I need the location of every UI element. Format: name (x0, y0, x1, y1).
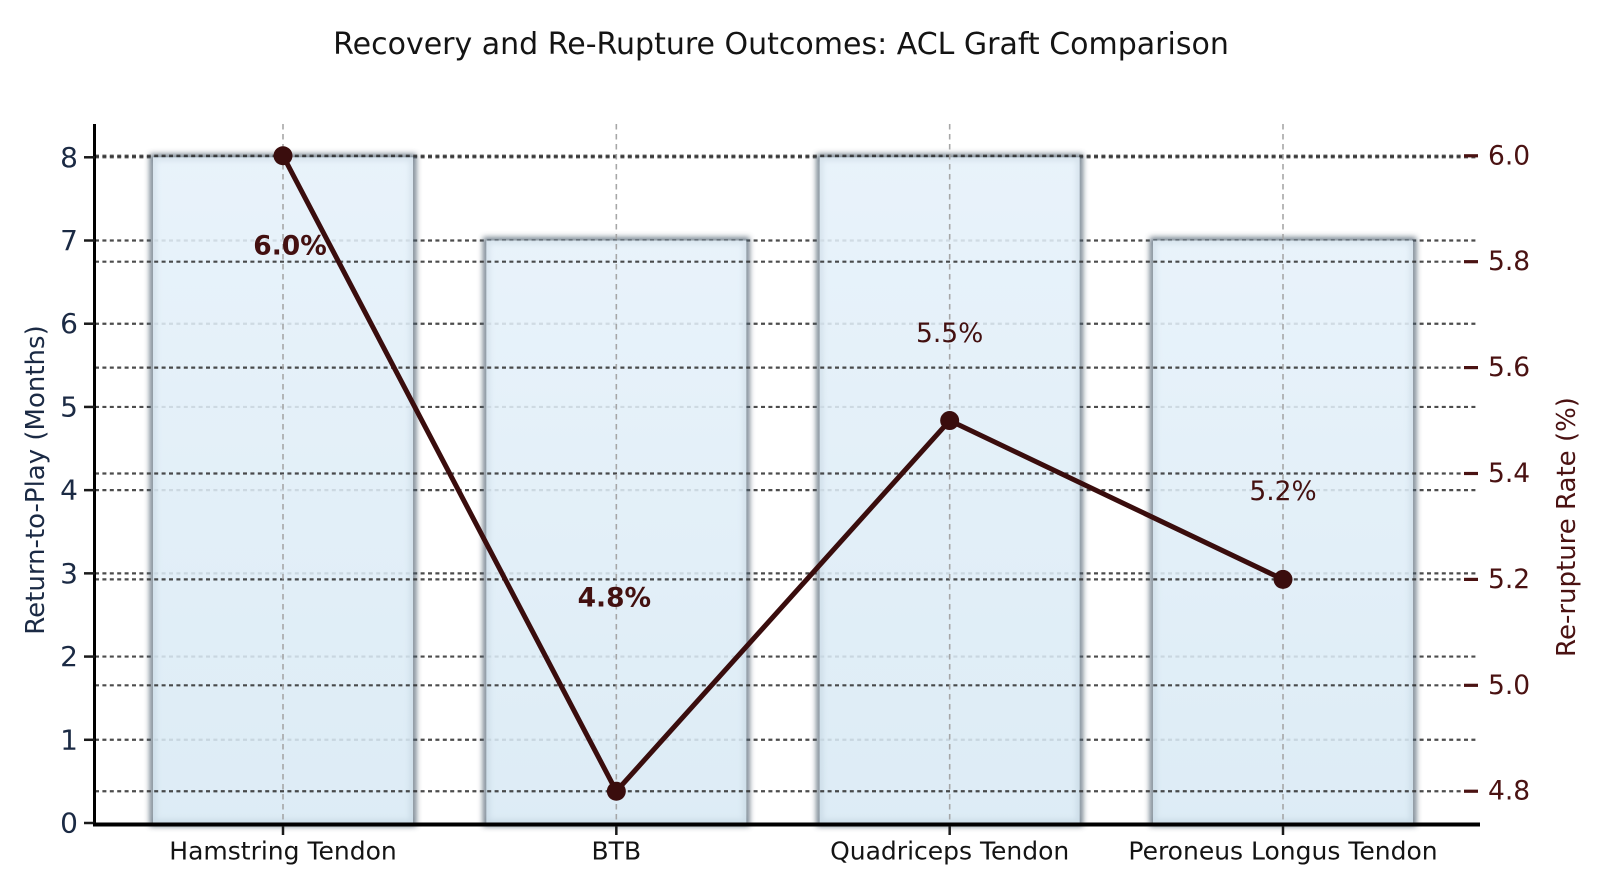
left-axis-title: Return-to-Play (Months) (21, 325, 51, 634)
left-tick-label: 0 (60, 807, 78, 840)
x-tick-label: Peroneus Longus Tendon (1128, 836, 1437, 865)
left-tick-label: 1 (60, 723, 78, 756)
line-point (273, 146, 293, 166)
x-tick-label: BTB (592, 836, 642, 865)
left-tick-label: 4 (60, 474, 78, 507)
left-tick-label: 3 (60, 557, 78, 590)
left-tick-label: 5 (60, 390, 78, 423)
left-tick-label: 2 (60, 640, 78, 673)
right-axis: 4.8 5.0 5.2 5.4 5.6 5.8 6.0 (1464, 140, 1530, 807)
line-path (280, 153, 1286, 794)
right-tick-label: 5.6 (1488, 352, 1530, 383)
x-axis: Hamstring Tendon BTB Quadriceps Tendon Pero… (93, 822, 1480, 865)
left-tick-label: 8 (60, 141, 78, 174)
left-tick-label: 6 (60, 307, 78, 340)
left-axis: 0 1 2 3 4 5 6 7 8 (60, 124, 96, 840)
line-point (606, 781, 626, 801)
grid-horizontal-right (95, 154, 1477, 793)
bar-series (149, 154, 1417, 827)
right-tick-label: 5.0 (1488, 670, 1530, 701)
point-value-label: 4.8% (578, 583, 652, 614)
point-value-label: 6.0% (253, 230, 327, 261)
chart-title: Recovery and Re-Rupture Outcomes: ACL Gr… (333, 27, 1229, 62)
right-tick-label: 6.0 (1488, 140, 1530, 171)
x-tick-label: Hamstring Tendon (169, 836, 396, 865)
right-tick-label: 5.8 (1488, 246, 1530, 277)
line-series (273, 146, 1293, 801)
line-point (1273, 569, 1293, 589)
left-tick-label: 7 (60, 224, 78, 257)
point-value-label: 5.2% (1249, 476, 1316, 507)
x-tick-label: Quadriceps Tendon (830, 836, 1069, 865)
right-tick-label: 4.8 (1488, 776, 1530, 807)
point-value-label: 5.5% (916, 318, 983, 349)
right-tick-label: 5.2 (1488, 564, 1530, 595)
right-axis-title: Re-rupture Rate (%) (1552, 397, 1582, 657)
point-labels: 6.0% 4.8% 5.5% 5.2% (253, 230, 1316, 613)
grid-vertical (282, 124, 1284, 823)
right-tick-label: 5.4 (1488, 458, 1530, 489)
line-point (940, 411, 960, 431)
